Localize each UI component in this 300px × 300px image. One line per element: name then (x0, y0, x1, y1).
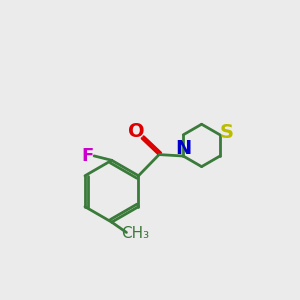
Text: F: F (82, 147, 94, 165)
Text: O: O (128, 122, 145, 141)
Text: S: S (219, 123, 233, 142)
Text: N: N (175, 139, 191, 158)
Text: CH₃: CH₃ (121, 226, 149, 241)
